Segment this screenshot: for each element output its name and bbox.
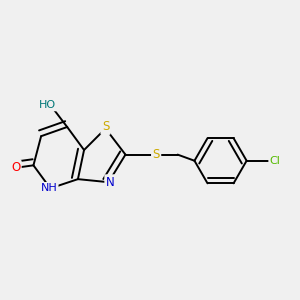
Text: O: O (11, 161, 20, 174)
Text: HO: HO (39, 100, 56, 110)
Text: S: S (102, 121, 109, 134)
Text: Cl: Cl (270, 156, 280, 166)
Text: S: S (152, 148, 160, 161)
Text: N: N (106, 176, 115, 189)
Text: NH: NH (40, 183, 57, 193)
